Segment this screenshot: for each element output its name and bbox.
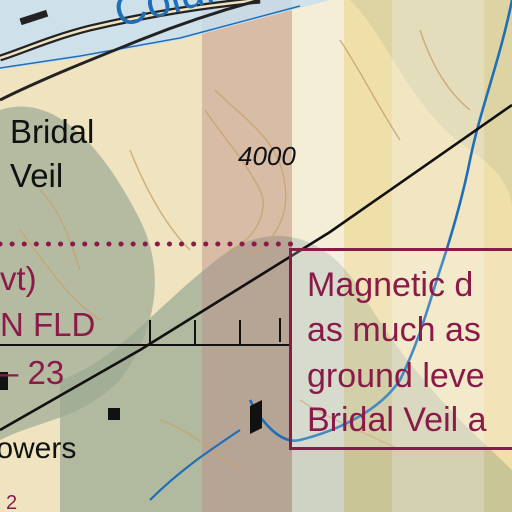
highway-casing	[0, 0, 261, 60]
airway-label: vt)	[0, 260, 37, 297]
annotation-line: Magnetic d	[307, 266, 474, 304]
tower-symbol	[108, 408, 120, 420]
place-label: Bridal	[10, 113, 95, 150]
road	[0, 0, 261, 102]
annotation-line: Bridal Veil a	[307, 401, 487, 439]
tower-symbol	[0, 372, 8, 390]
rail-ticks	[149, 318, 281, 345]
tint-band	[392, 0, 484, 512]
annotation-line: ground leve	[307, 357, 485, 395]
power-line	[0, 103, 512, 432]
partial-label: 2	[6, 492, 18, 512]
annotation-line: as much as	[307, 311, 481, 349]
airway-label: N FLD	[0, 306, 96, 343]
road-marker	[19, 9, 49, 26]
elevation-label: 4000	[238, 141, 296, 171]
river-bank	[0, 5, 301, 69]
dam-marker	[250, 400, 262, 434]
stream	[248, 0, 512, 442]
contour-lines	[19, 29, 471, 471]
airway-label: – 23	[0, 354, 65, 391]
river	[0, 0, 330, 70]
tint-band	[292, 0, 344, 512]
stream	[149, 429, 241, 501]
annotation-box	[289, 248, 512, 450]
facility-label: towers	[0, 432, 77, 465]
place-label: Veil	[10, 157, 64, 194]
tint-band	[202, 0, 292, 512]
